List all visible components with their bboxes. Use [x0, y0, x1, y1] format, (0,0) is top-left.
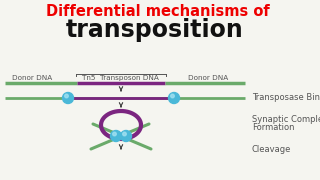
- Text: transposition: transposition: [66, 18, 244, 42]
- Circle shape: [113, 132, 116, 136]
- Circle shape: [169, 93, 180, 103]
- Circle shape: [121, 130, 132, 141]
- Circle shape: [110, 130, 122, 141]
- Circle shape: [171, 94, 174, 98]
- Text: Donor DNA: Donor DNA: [188, 75, 228, 81]
- Circle shape: [62, 93, 74, 103]
- Text: Tn5  Transposon DNA: Tn5 Transposon DNA: [82, 75, 158, 81]
- Text: Formation: Formation: [252, 123, 294, 132]
- Circle shape: [123, 132, 126, 136]
- Text: Synaptic Complex: Synaptic Complex: [252, 116, 320, 125]
- Circle shape: [65, 94, 68, 98]
- Text: Transposase Binding: Transposase Binding: [252, 93, 320, 102]
- Text: Differential mechanisms of: Differential mechanisms of: [46, 4, 270, 19]
- Text: Donor DNA: Donor DNA: [12, 75, 52, 81]
- Text: Cleavage: Cleavage: [252, 145, 292, 154]
